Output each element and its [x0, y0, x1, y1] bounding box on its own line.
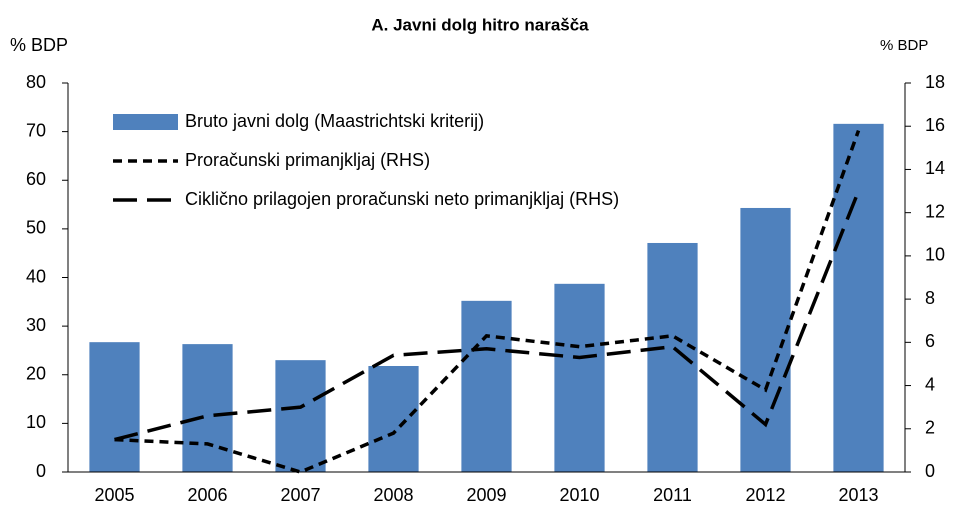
y2-tick-label: 6 [925, 331, 935, 351]
x-tick-label: 2006 [187, 485, 227, 505]
x-tick-label: 2012 [745, 485, 785, 505]
y2-tick-label: 4 [925, 374, 935, 394]
y-tick-label: 40 [26, 266, 46, 286]
y-tick-label: 50 [26, 218, 46, 238]
x-tick-label: 2013 [838, 485, 878, 505]
y2-tick-label: 18 [925, 72, 945, 92]
x-tick-label: 2008 [373, 485, 413, 505]
y2-tick-label: 12 [925, 201, 945, 221]
chart-title: A. Javni dolg hitro narašča [371, 15, 589, 34]
y2-tick-label: 16 [925, 115, 945, 135]
bar [833, 123, 884, 472]
x-tick-label: 2007 [280, 485, 320, 505]
x-tick-label: 2005 [94, 485, 134, 505]
legend-label: Ciklično prilagojen proračunski neto pri… [185, 189, 619, 209]
y-axis-label: % BDP [10, 35, 68, 55]
legend-swatch [113, 114, 178, 130]
x-tick-label: 2011 [653, 485, 692, 505]
x-tick-label: 2010 [559, 485, 599, 505]
y2-tick-label: 0 [925, 461, 935, 481]
x-tick-label: 2009 [466, 485, 506, 505]
y2-tick-label: 10 [925, 245, 945, 265]
y-tick-label: 60 [26, 169, 46, 189]
y-tick-label: 10 [26, 412, 46, 432]
y2-tick-label: 8 [925, 288, 935, 308]
y-tick-label: 80 [26, 72, 46, 92]
line [114, 190, 861, 442]
y2-axis-label: % BDP [880, 37, 928, 54]
y-tick-label: 0 [36, 461, 46, 481]
bar [182, 344, 233, 472]
y2-tick-label: 2 [925, 418, 935, 438]
legend-label: Proračunski primanjkljaj (RHS) [185, 150, 430, 170]
y-tick-label: 30 [26, 315, 46, 335]
bar [368, 365, 419, 472]
bar [275, 360, 326, 472]
bar [89, 342, 140, 472]
bar [461, 300, 512, 472]
bar [554, 283, 605, 472]
y-tick-label: 70 [26, 120, 46, 140]
line [114, 129, 861, 474]
bar [647, 242, 698, 472]
legend-label: Bruto javni dolg (Maastrichtski kriterij… [185, 111, 484, 131]
y-tick-label: 20 [26, 364, 46, 384]
y2-tick-label: 14 [925, 158, 945, 178]
